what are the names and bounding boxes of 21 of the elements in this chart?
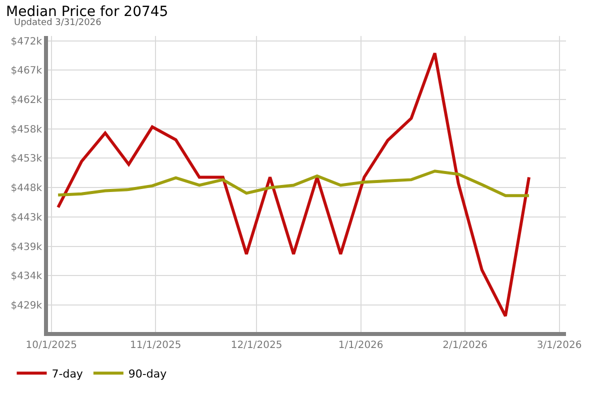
y-tick-label: $439k: [10, 242, 42, 253]
legend-label: 7-day: [52, 367, 84, 380]
y-tick-label: $443k: [10, 212, 42, 224]
line-series: [56, 170, 530, 198]
y-tick-label: $434k: [10, 271, 42, 282]
x-tick-label: 2/1/2026: [442, 340, 488, 351]
y-tick-label: $467k: [10, 66, 42, 77]
x-tick-label: 11/1/2025: [130, 340, 182, 351]
y-tick-label: $458k: [10, 124, 42, 136]
x-tick-label: 3/1/2026: [536, 340, 582, 351]
y-tick-label: $429k: [10, 300, 42, 312]
y-tick-label: $472k: [10, 36, 42, 48]
y-tick-label: $453k: [10, 154, 42, 165]
x-tick-label: 12/1/2025: [230, 340, 282, 351]
x-tick-label: 1/1/2026: [338, 340, 384, 351]
line-series: [56, 52, 530, 318]
chart-subtitle: Updated 3/31/2026: [14, 18, 102, 28]
x-tick-label: 10/1/2025: [26, 340, 77, 351]
legend-label: 90-day: [128, 367, 168, 380]
y-tick-label: $448k: [10, 183, 42, 194]
y-tick-label: $462k: [10, 95, 42, 106]
